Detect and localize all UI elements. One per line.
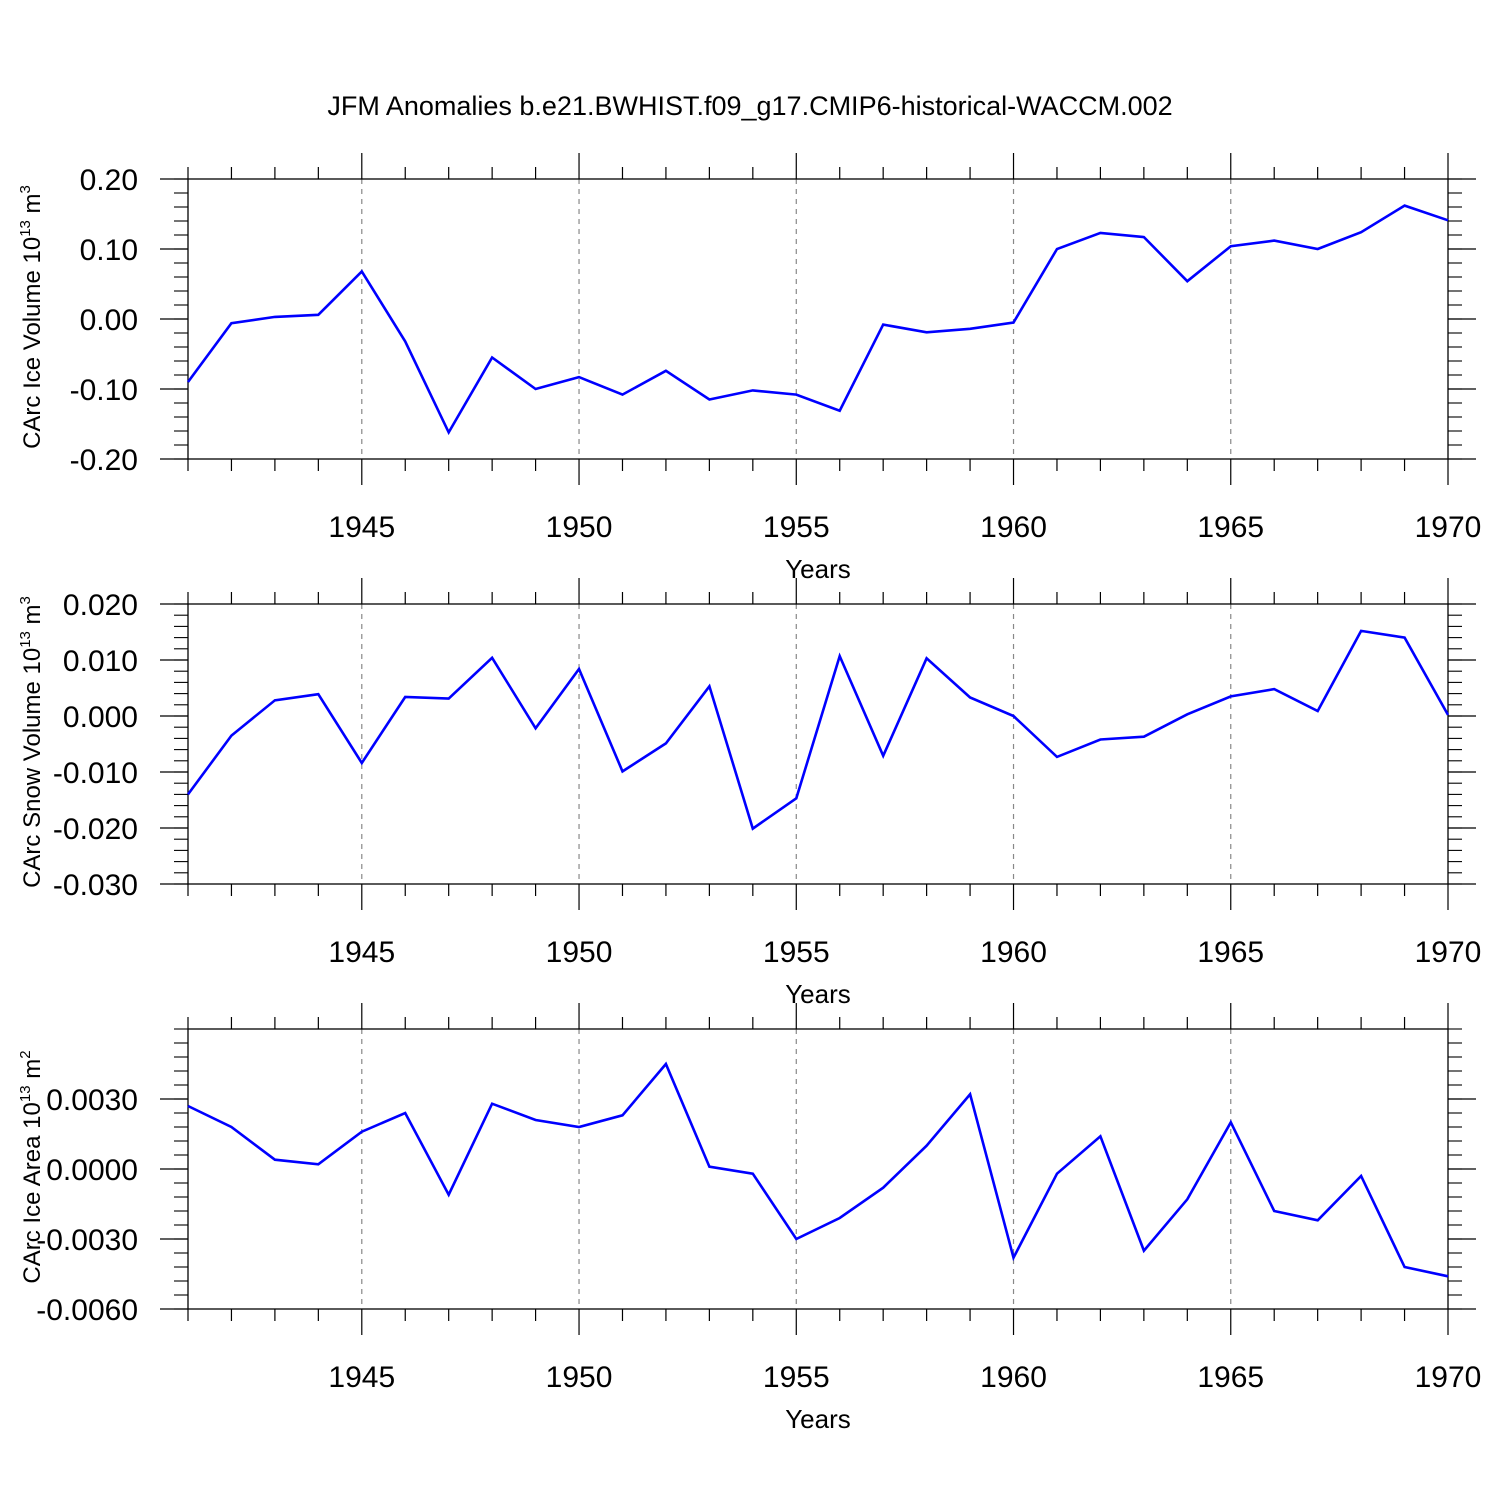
x-tick-label: 1965 [1197,511,1264,544]
panel-2: -0.030 -0.020 -0.010 0.000 0.010 0.020 1945 195… [17,578,1481,1009]
x-tick-label: 1960 [980,1361,1047,1394]
y-tick-label: -0.020 [53,813,138,846]
x-tick-label: 1970 [1415,511,1482,544]
series-line [187,1061,1449,1278]
y-axis-label: CArc Ice Area 1013 m2 [17,1050,46,1283]
x-axis-label: Years [785,554,851,584]
y-axis-label: CArc Snow Volume 1013 m3 [17,596,46,888]
y-axis-label: CArc Ice Volume 1013 m3 [17,185,46,449]
panel-1: -0.20 -0.10 0.00 0.10 0.20 1945 1950 1955 1960 19… [17,153,1481,584]
x-axis-label: Years [785,1404,851,1434]
y-tick-label: 0.0030 [46,1084,138,1117]
x-tick-label: 1970 [1415,936,1482,969]
y-tick-label: 0.010 [63,645,138,678]
x-tick-label: 1965 [1197,936,1264,969]
x-tick-label: 1945 [328,511,395,544]
y-tick-label: -0.0060 [36,1294,138,1327]
y-tick-label: 0.00 [80,304,138,337]
x-tick-label: 1960 [980,511,1047,544]
x-tick-label: 1965 [1197,1361,1264,1394]
plot-frame [187,603,1449,885]
x-tick-label: 1950 [546,936,613,969]
y-tick-label: 0.000 [63,701,138,734]
x-tick-label: 1950 [546,1361,613,1394]
x-tick-label: 1970 [1415,1361,1482,1394]
x-axis-label: Years [785,979,851,1009]
x-tick-label: 1945 [328,1361,395,1394]
y-tick-label: 0.0000 [46,1154,138,1187]
plot-frame [187,1028,1449,1310]
y-tick-label: -0.10 [70,374,138,407]
y-tick-label: -0.20 [70,444,138,477]
y-tick-label: -0.0030 [36,1224,138,1257]
x-tick-label: 1955 [763,936,830,969]
x-tick-label: 1955 [763,1361,830,1394]
x-tick-label: 1950 [546,511,613,544]
series-line [186,204,1449,436]
x-tick-label: 1960 [980,936,1047,969]
x-tick-label: 1955 [763,511,830,544]
y-tick-label: -0.010 [53,757,138,790]
y-tick-label: 0.020 [63,589,138,622]
figure-title: JFM Anomalies b.e21.BWHIST.f09_g17.CMIP6… [327,91,1172,121]
panel-3: -0.0060 -0.0030 0.0000 0.0030 1945 1950 1955 19… [17,1003,1481,1434]
x-tick-label: 1945 [328,936,395,969]
plot-frame [187,178,1449,460]
series-line [186,629,1450,831]
y-tick-label: 0.10 [80,234,138,267]
y-tick-label: -0.030 [53,869,138,902]
y-tick-label: 0.20 [80,164,138,197]
